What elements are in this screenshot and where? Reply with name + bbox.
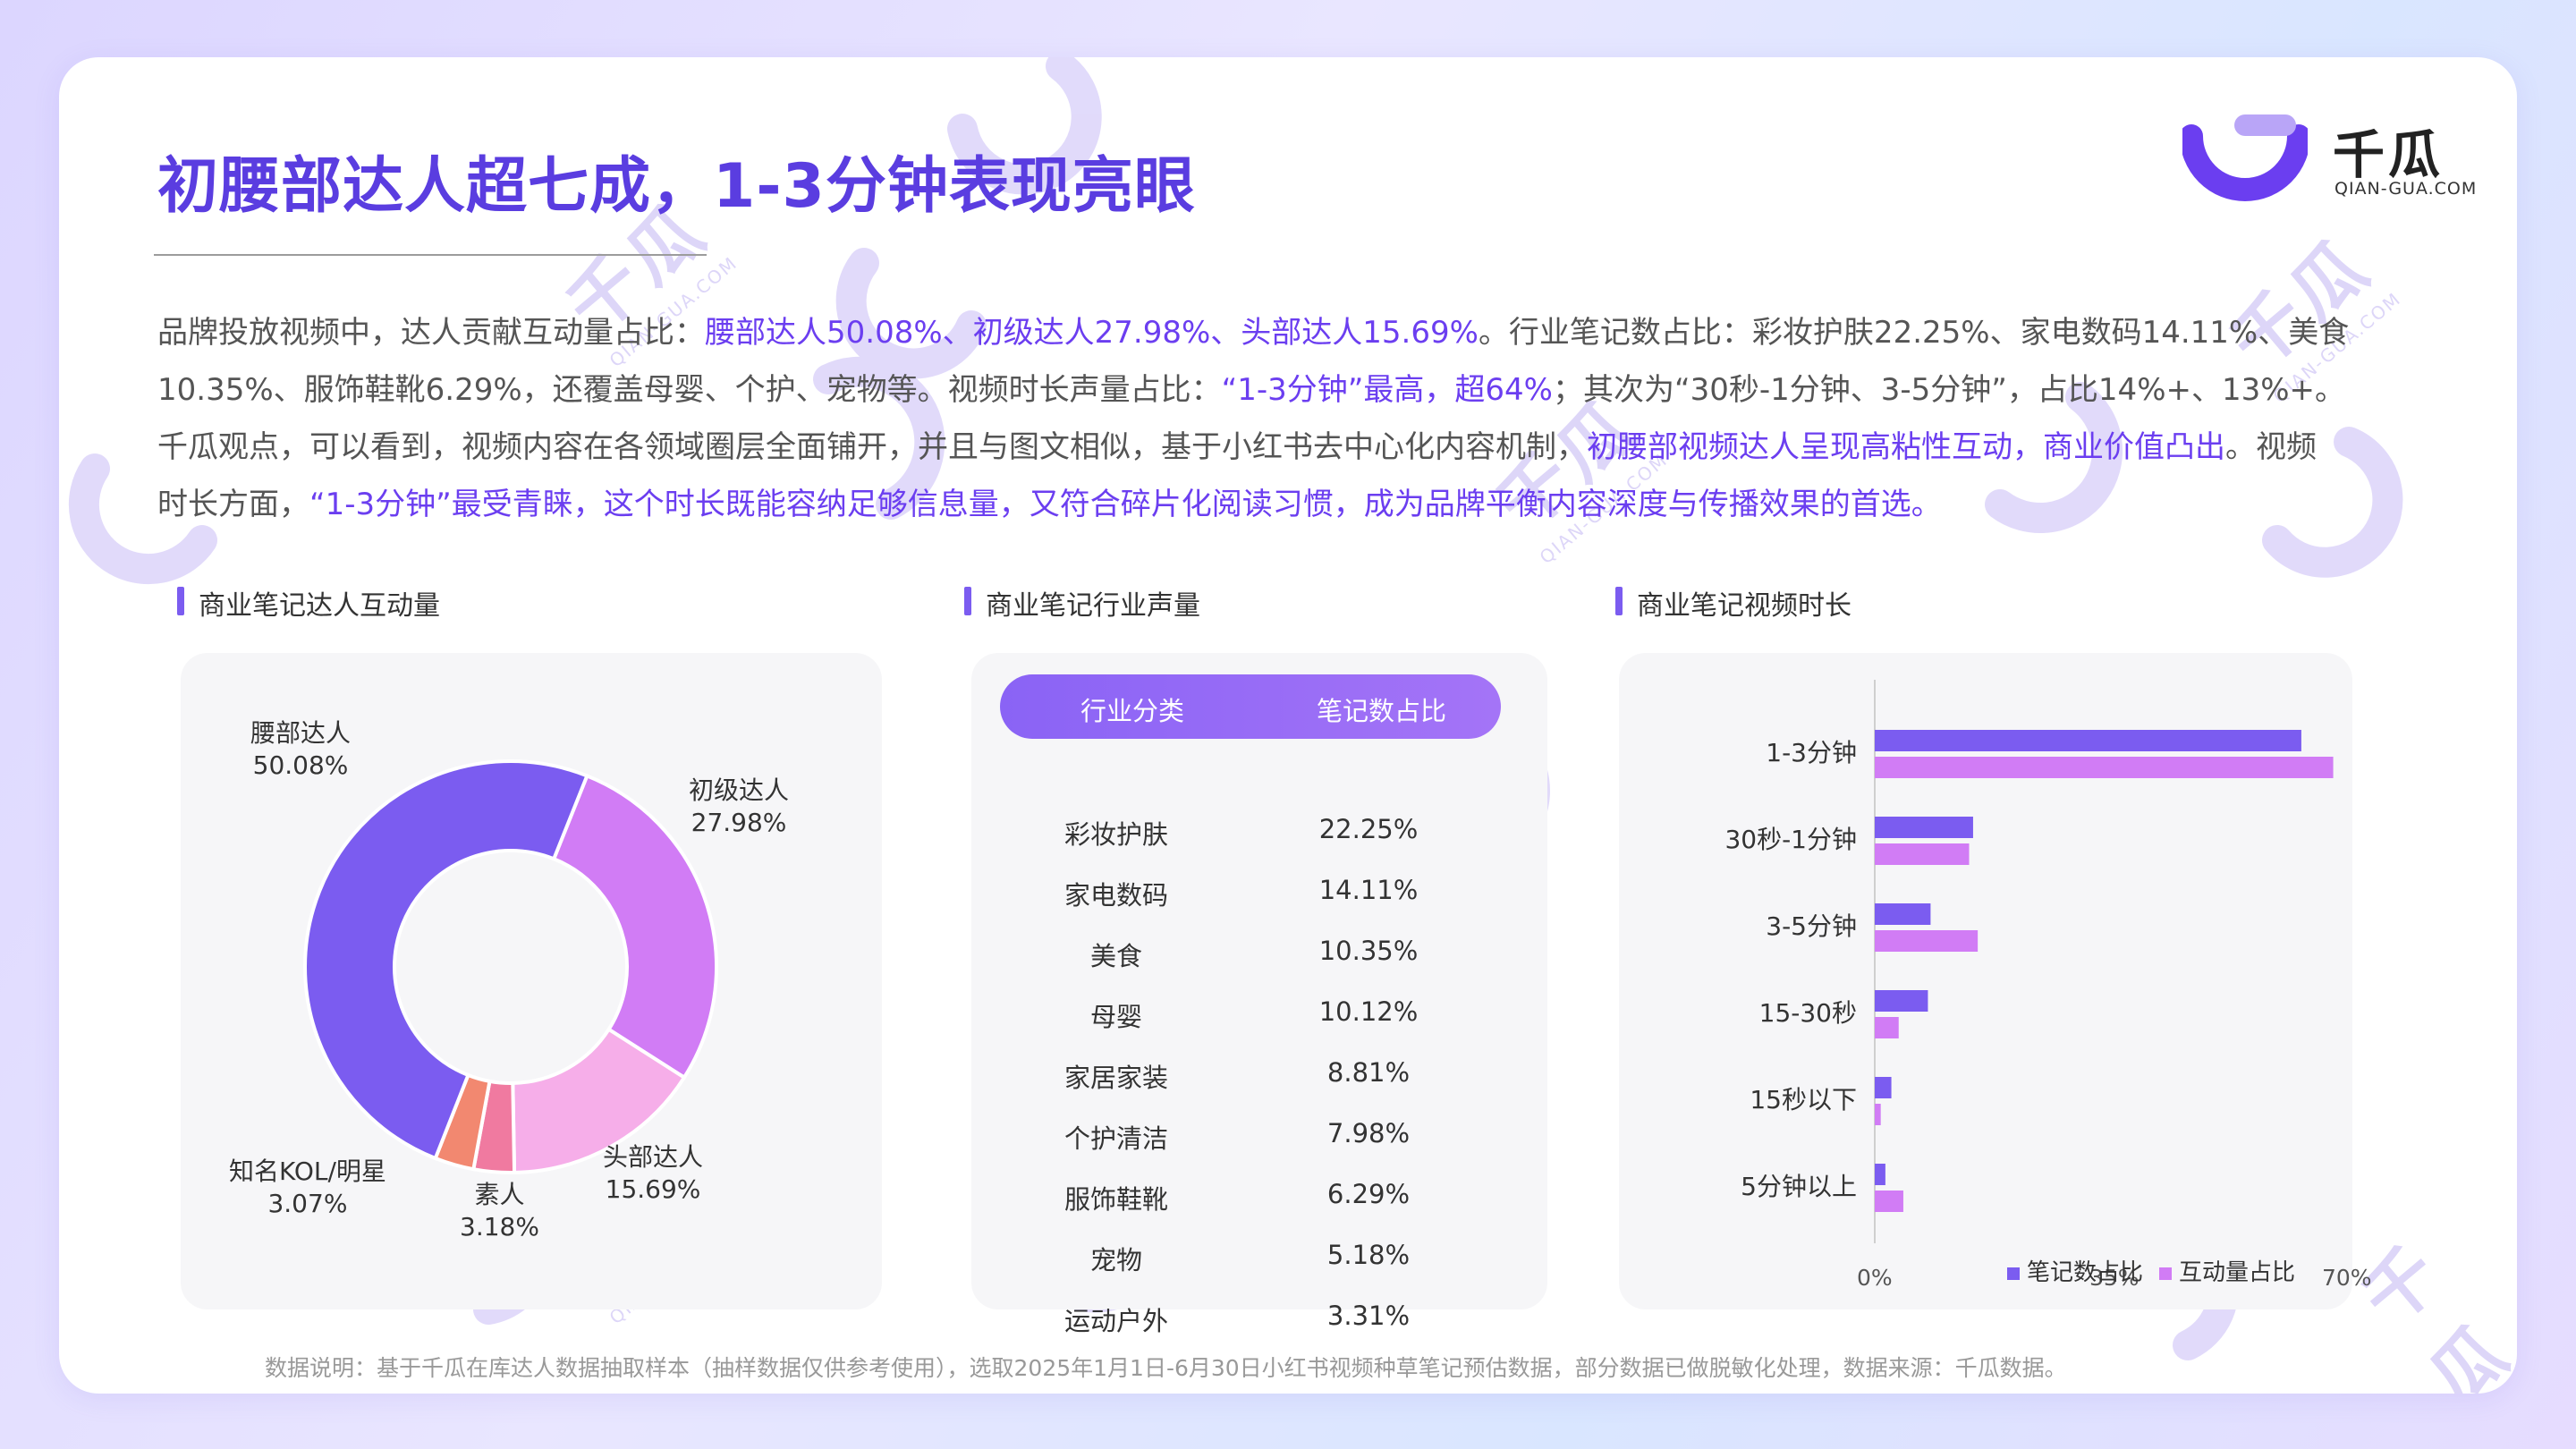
donut-label-value: 3.07% — [267, 1189, 348, 1218]
duration-bar-chart — [1874, 680, 2334, 1243]
table-row: 家电数码 14.11% — [1000, 862, 1501, 923]
table-row: 运动户外 3.31% — [1000, 1288, 1501, 1349]
table-cell-category: 家电数码 — [1063, 880, 1168, 911]
bar-engagement — [1875, 1191, 1903, 1212]
table-cell-category: 彩妆护肤 — [1063, 819, 1168, 850]
bar-notes — [1875, 903, 1931, 925]
table-section-title: 商业笔记行业声量 — [964, 583, 1200, 623]
bar-legend-item: 笔记数占比 — [2007, 1254, 2143, 1287]
bar-category-label: 30秒-1分钟 — [1724, 825, 1857, 854]
donut-label: 头部达人 15.69% — [603, 1141, 703, 1206]
legend-label: 互动量占比 — [2179, 1259, 2296, 1286]
table-cell-share: 10.35% — [1318, 936, 1419, 966]
donut-label: 腰部达人 50.08% — [250, 717, 351, 782]
donut-label-name: 头部达人 — [603, 1142, 704, 1172]
table-header-share: 笔记数占比 — [1317, 696, 1447, 726]
bar-axis-tick: 0% — [1857, 1265, 1893, 1291]
donut-section-title: 商业笔记达人互动量 — [177, 583, 440, 623]
table-header-category: 行业分类 — [1080, 696, 1185, 726]
table-cell-share: 5.18% — [1326, 1240, 1411, 1270]
bar-axis-tick: 70% — [2322, 1265, 2372, 1291]
table-cell-category: 宠物 — [1089, 1245, 1142, 1275]
donut-label-value: 50.08% — [252, 750, 349, 780]
report-card: 千瓜QIAN-GUA.COM千瓜QIAN-GUA.COM千瓜QIAN-GUA.C… — [59, 57, 2517, 1394]
bar-notes — [1875, 1077, 1892, 1098]
legend-swatch-icon — [2007, 1267, 2020, 1280]
donut-label-name: 初级达人 — [689, 775, 790, 805]
table-cell-category: 母婴 — [1089, 1002, 1142, 1032]
table-header: 行业分类 笔记数占比 — [1000, 674, 1501, 739]
bar-section-title: 商业笔记视频时长 — [1615, 583, 1852, 623]
table-cell-share: 7.98% — [1326, 1118, 1411, 1148]
page-title: 初腰部达人超七成，1-3分钟表现亮眼 — [157, 151, 1196, 222]
table-row: 美食 10.35% — [1000, 923, 1501, 984]
table-row: 个护清洁 7.98% — [1000, 1106, 1501, 1166]
bar-engagement — [1875, 1104, 1881, 1125]
table-cell-share: 3.31% — [1326, 1301, 1411, 1331]
donut-label-value: 15.69% — [605, 1174, 701, 1204]
bar-category-label: 5分钟以上 — [1741, 1172, 1857, 1201]
bar-notes — [1875, 1164, 1885, 1185]
data-footnote: 数据说明：基于千瓜在库达人数据抽取样本（抽样数据仅供参考使用），选取2025年1… — [265, 1355, 2067, 1381]
title-divider — [154, 254, 707, 256]
bar-notes — [1875, 817, 1973, 838]
brand-site: QIAN-GUA.COM — [2334, 179, 2478, 199]
table-cell-category: 个护清洁 — [1063, 1123, 1168, 1154]
bar-engagement — [1875, 843, 1970, 865]
table-cell-share: 8.81% — [1326, 1057, 1411, 1088]
donut-label: 知名KOL/明星 3.07% — [229, 1156, 386, 1220]
donut-label-name: 素人 — [474, 1180, 525, 1209]
intro-paragraph: 品牌投放视频中，达人贡献互动量占比：腰部达人50.08%、初级达人27.98%、… — [157, 315, 2350, 522]
bar-engagement — [1875, 757, 2334, 778]
table-cell-category: 家居家装 — [1063, 1063, 1168, 1093]
legend-swatch-icon — [2159, 1267, 2172, 1280]
bar-notes — [1875, 730, 2301, 751]
donut-slice-1 — [551, 773, 718, 1080]
table-row: 宠物 5.18% — [1000, 1227, 1501, 1288]
table-cell-category: 服饰鞋靴 — [1063, 1184, 1168, 1215]
table-row: 服饰鞋靴 6.29% — [1000, 1166, 1501, 1227]
donut-label-value: 3.18% — [460, 1212, 539, 1241]
bar-legend-item: 互动量占比 — [2159, 1254, 2295, 1287]
donut-chart — [303, 759, 718, 1175]
bar-category-label: 15-30秒 — [1758, 998, 1857, 1028]
donut-label: 初级达人 27.98% — [689, 775, 789, 839]
table-row: 家居家装 8.81% — [1000, 1045, 1501, 1106]
brand-name: 千瓜 — [2333, 124, 2445, 185]
donut-slice-0 — [303, 759, 589, 1161]
qiangua-logo-icon — [2182, 114, 2308, 201]
bar-category-label: 3-5分钟 — [1766, 911, 1857, 941]
bar-category-label: 15秒以下 — [1750, 1085, 1857, 1114]
donut-label: 素人 3.18% — [460, 1179, 539, 1243]
table-panel — [971, 653, 1547, 1309]
donut-label-name: 腰部达人 — [250, 718, 352, 748]
legend-label: 笔记数占比 — [2027, 1259, 2144, 1286]
table-cell-category: 运动户外 — [1063, 1306, 1168, 1336]
table-cell-share: 10.12% — [1318, 996, 1419, 1027]
table-row: 母婴 10.12% — [1000, 984, 1501, 1045]
bar-axis-tick: 35% — [2089, 1265, 2140, 1291]
table-cell-share: 22.25% — [1318, 814, 1419, 844]
bar-engagement — [1875, 1017, 1899, 1038]
donut-label-value: 27.98% — [691, 808, 787, 837]
table-cell-category: 美食 — [1089, 941, 1142, 971]
bar-notes — [1875, 990, 1928, 1012]
table-cell-share: 6.29% — [1326, 1179, 1411, 1209]
bar-category-label: 1-3分钟 — [1766, 738, 1857, 767]
table-row: 彩妆护肤 22.25% — [1000, 801, 1501, 862]
table-cell-share: 14.11% — [1318, 875, 1419, 905]
bar-engagement — [1875, 930, 1979, 952]
donut-label-name: 知名KOL/明星 — [229, 1157, 386, 1186]
